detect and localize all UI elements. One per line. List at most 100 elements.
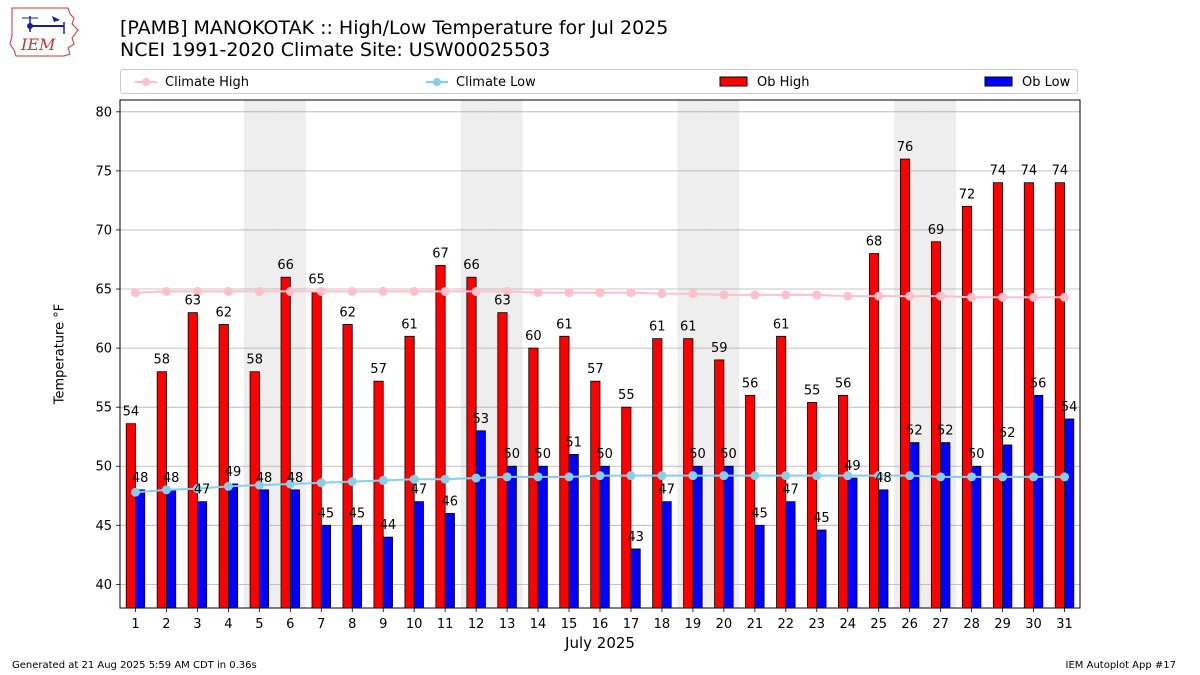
climate-high-point [161,286,171,296]
climate-low-point [533,472,543,482]
ob-low-bar [413,501,424,609]
climate-high-point [998,292,1008,302]
ob-high-bar [249,371,260,609]
ob-high-bar [435,264,446,609]
climate-high-point [192,286,202,296]
ob-high-value-label: 63 [185,294,202,309]
ob-high-value-label: 63 [494,294,511,309]
x-tick-label: 8 [348,617,356,632]
ob-high-value-label: 54 [123,405,140,420]
climate-low-point [657,471,667,481]
ob-low-bar [971,465,982,609]
climate-low-point [161,485,171,495]
climate-high-point [1029,292,1039,302]
climate-low-point [626,471,636,481]
ob-high-bar [342,324,353,609]
climate-low-point [254,480,264,490]
climate-low-point [812,471,822,481]
ob-low-value-label: 50 [689,447,706,462]
ob-high-value-label: 57 [370,362,387,377]
ob-high-bar [838,394,849,609]
x-tick-label: 30 [1025,617,1042,632]
ob-low-value-label: 48 [287,471,304,486]
ob-high-value-label: 69 [928,223,945,238]
ob-low-bar [692,465,703,609]
ob-low-bar [506,465,517,609]
climate-high-point [936,291,946,301]
ob-low-value-label: 48 [875,471,892,486]
ob-low-bar [599,465,610,609]
climate-low-point [936,472,946,482]
climate-low-point [843,471,853,481]
ob-low-value-label: 50 [968,447,985,462]
climate-low-point [905,471,915,481]
climate-high-point [502,286,512,296]
climate-high-point [409,286,419,296]
legend-ob-low-label: Ob Low [1022,74,1071,90]
ob-high-value-label: 62 [339,305,356,320]
x-tick-label: 16 [592,617,609,632]
ob-high-bar [992,182,1003,609]
x-tick-label: 9 [379,617,387,632]
climate-high-point [626,288,636,298]
ob-high-value-label: 56 [742,376,759,391]
title-line-2: NCEI 1991-2020 Climate Site: USW00025503 [120,39,551,61]
ob-low-value-label: 50 [596,447,613,462]
climate-low-point [998,472,1008,482]
ob-low-bar [1033,394,1044,609]
ob-high-bar [125,423,136,609]
x-tick-label: 7 [317,617,325,632]
ob-high-value-label: 67 [432,246,449,261]
ob-high-value-label: 55 [804,383,821,398]
ob-low-bar [909,442,920,609]
ob-high-bar [621,406,632,609]
climate-high-point [874,291,884,301]
ob-high-value-label: 55 [618,388,635,403]
y-tick-label: 80 [95,105,112,120]
climate-high-point [471,286,481,296]
x-tick-label: 15 [561,617,578,632]
ob-high-value-label: 72 [959,187,976,202]
ob-low-bar [847,477,858,609]
x-tick-label: 29 [994,617,1011,632]
ob-high-value-label: 58 [246,353,263,368]
climate-high-point [1060,292,1070,302]
ob-high-bar [1054,182,1065,609]
legend-climate-high-swatch [135,78,157,86]
ob-high-value-label: 68 [866,235,883,250]
ob-low-bar [723,465,734,609]
ob-low-value-label: 46 [442,494,459,509]
climate-low-point [502,472,512,482]
ob-high-value-label: 74 [1052,164,1069,179]
climate-high-point [688,289,698,299]
ob-low-bar [320,524,331,609]
ob-low-value-label: 50 [534,447,551,462]
ob-low-value-label: 56 [1030,376,1047,391]
x-tick-label: 19 [685,617,702,632]
logo-text: IEM [20,35,56,54]
ob-low-bar [1064,418,1075,609]
ob-high-bar [466,276,477,609]
x-tick-label: 21 [747,617,764,632]
climate-low-point [967,472,977,482]
legend-climate-high-label: Climate High [165,74,250,90]
y-tick-label: 50 [95,460,112,475]
ob-low-bar [382,536,393,609]
ob-low-bar [754,524,765,609]
ob-low-value-label: 50 [503,447,520,462]
ob-low-value-label: 45 [318,506,335,521]
ob-high-value-label: 59 [711,341,728,356]
ob-low-value-label: 54 [1061,400,1078,415]
climate-low-point [347,477,357,487]
ob-high-value-label: 60 [525,329,542,344]
ob-low-value-label: 45 [751,506,768,521]
ob-high-bar [590,380,601,609]
climate-high-point [533,288,543,298]
ob-high-bar [714,359,725,609]
iem-logo: IEM [8,6,82,58]
ob-high-value-label: 61 [773,317,790,332]
ob-low-value-label: 45 [349,506,366,521]
ob-low-value-label: 52 [906,424,923,439]
x-tick-label: 26 [901,617,918,632]
climate-low-point [595,471,605,481]
